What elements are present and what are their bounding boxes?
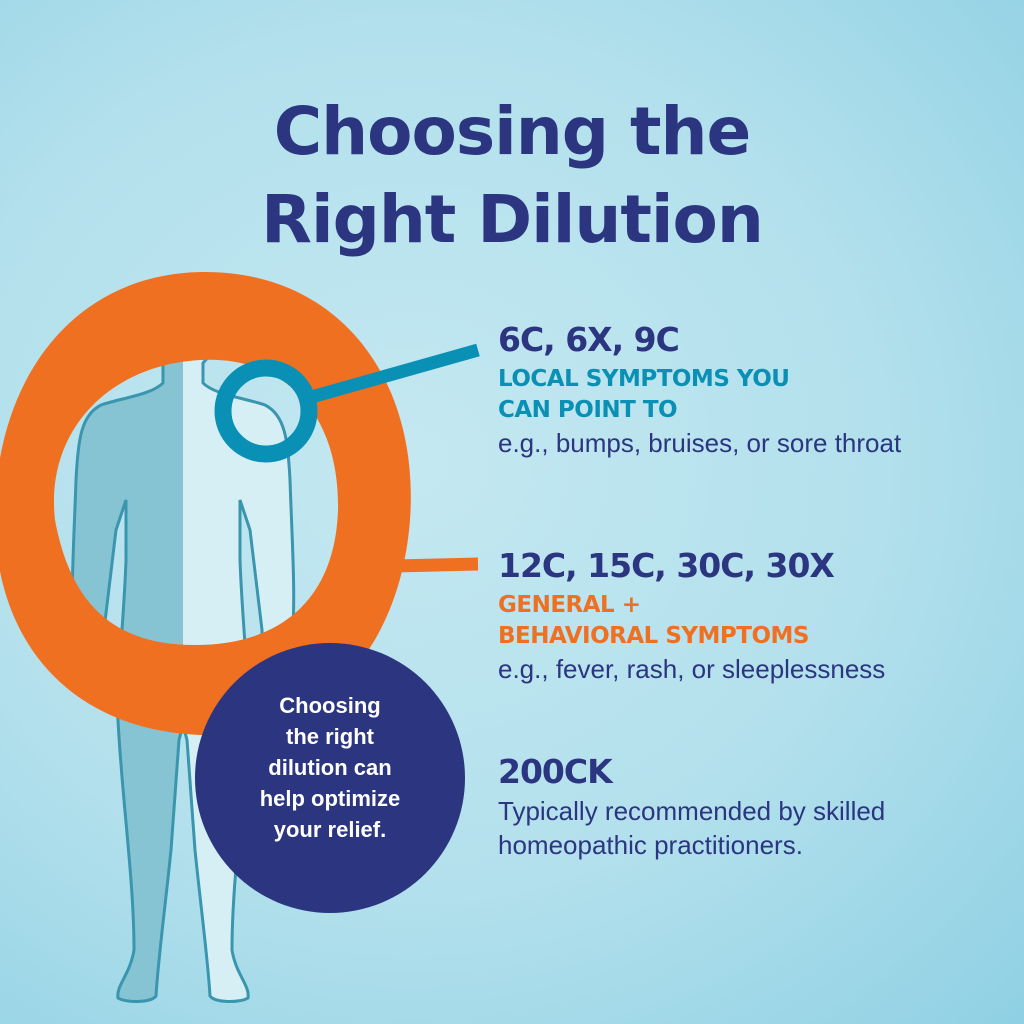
dilution-list: 200CK: [498, 752, 613, 791]
category-line: LOCAL SYMPTOMS YOU: [498, 366, 790, 392]
dilution-list: 6C, 6X, 9C: [498, 320, 680, 359]
page-title: Choosing the Right Dilution: [0, 88, 1024, 264]
section-200ck: 200CK Typically recommended by skilled h…: [498, 752, 885, 862]
category-line: GENERAL +: [498, 592, 641, 618]
category-line: CAN POINT TO: [498, 397, 678, 423]
category-line: BEHAVIORAL SYMPTOMS: [498, 623, 809, 649]
magnifying-glass-icon: [214, 343, 480, 463]
category-label: LOCAL SYMPTOMS YOU CAN POINT TO: [498, 364, 901, 426]
callout-line: the right: [286, 724, 374, 749]
callout-text: Choosing the right dilution can help opt…: [230, 690, 430, 845]
callout-line: Choosing: [279, 693, 381, 718]
section-local: 6C, 6X, 9C LOCAL SYMPTOMS YOU CAN POINT …: [498, 320, 901, 460]
title-line-1: Choosing the: [273, 93, 752, 170]
description-text: Typically recommended by skilled homeopa…: [498, 794, 885, 862]
description-line: homeopathic practitioners.: [498, 830, 803, 860]
callout-line: help optimize: [259, 786, 401, 811]
example-text: e.g., fever, rash, or sleeplessness: [498, 654, 886, 684]
description-line: Typically recommended by skilled: [498, 796, 886, 826]
category-label: GENERAL + BEHAVIORAL SYMPTOMS: [498, 590, 885, 652]
section-general: 12C, 15C, 30C, 30X GENERAL + BEHAVIORAL …: [498, 546, 885, 686]
callout-line: dilution can: [268, 755, 392, 780]
title-line-2: Right Dilution: [261, 181, 764, 258]
orange-pointer-line: [394, 557, 479, 573]
callout-line: your relief.: [273, 817, 387, 842]
example-text: e.g., bumps, bruises, or sore throat: [498, 428, 902, 458]
callout-circle: [195, 643, 465, 913]
dilution-list: 12C, 15C, 30C, 30X: [498, 546, 835, 585]
